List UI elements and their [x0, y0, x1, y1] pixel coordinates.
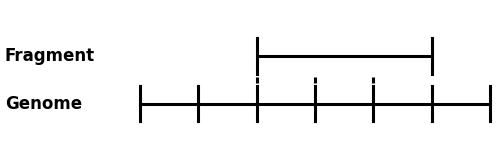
Text: 90 contacts: 90 contacts — [286, 0, 403, 4]
Text: Genome: Genome — [5, 95, 82, 113]
Text: Fragment: Fragment — [5, 47, 95, 65]
